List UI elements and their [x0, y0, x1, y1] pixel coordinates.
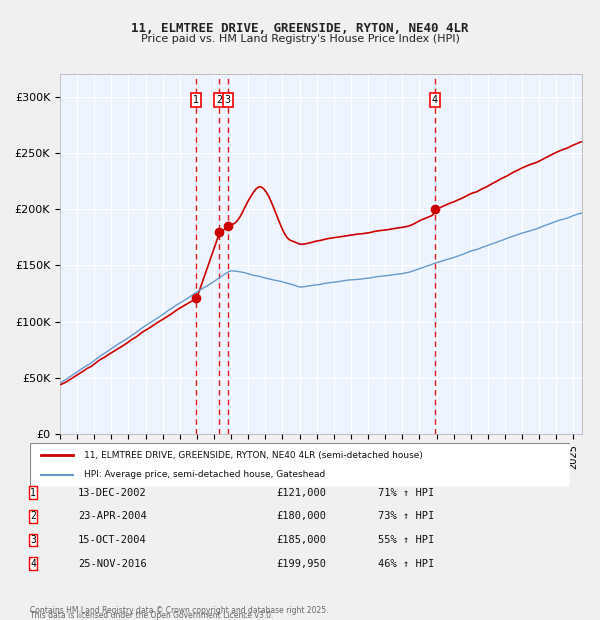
Text: HPI: Average price, semi-detached house, Gateshead: HPI: Average price, semi-detached house,…	[84, 470, 325, 479]
Text: 15-OCT-2004: 15-OCT-2004	[78, 535, 147, 545]
Text: This data is licensed under the Open Government Licence v3.0.: This data is licensed under the Open Gov…	[30, 611, 274, 620]
Text: 11, ELMTREE DRIVE, GREENSIDE, RYTON, NE40 4LR: 11, ELMTREE DRIVE, GREENSIDE, RYTON, NE4…	[131, 22, 469, 35]
Text: 4: 4	[30, 559, 36, 569]
Text: 46% ↑ HPI: 46% ↑ HPI	[378, 559, 434, 569]
Text: Price paid vs. HM Land Registry's House Price Index (HPI): Price paid vs. HM Land Registry's House …	[140, 34, 460, 44]
Text: Contains HM Land Registry data © Crown copyright and database right 2025.: Contains HM Land Registry data © Crown c…	[30, 606, 329, 615]
Text: £180,000: £180,000	[276, 512, 326, 521]
Text: 3: 3	[224, 95, 230, 105]
Text: £199,950: £199,950	[276, 559, 326, 569]
Text: 1: 1	[30, 488, 36, 498]
Text: 1: 1	[193, 95, 199, 105]
Text: £121,000: £121,000	[276, 488, 326, 498]
Text: 71% ↑ HPI: 71% ↑ HPI	[378, 488, 434, 498]
Text: 55% ↑ HPI: 55% ↑ HPI	[378, 535, 434, 545]
Text: 3: 3	[30, 535, 36, 545]
Text: 2: 2	[216, 95, 223, 105]
Text: £185,000: £185,000	[276, 535, 326, 545]
Text: 23-APR-2004: 23-APR-2004	[78, 512, 147, 521]
Text: 2: 2	[30, 512, 36, 521]
Text: 73% ↑ HPI: 73% ↑ HPI	[378, 512, 434, 521]
Text: 13-DEC-2002: 13-DEC-2002	[78, 488, 147, 498]
FancyBboxPatch shape	[30, 443, 570, 487]
Text: 11, ELMTREE DRIVE, GREENSIDE, RYTON, NE40 4LR (semi-detached house): 11, ELMTREE DRIVE, GREENSIDE, RYTON, NE4…	[84, 451, 423, 460]
Text: 4: 4	[432, 95, 438, 105]
Text: 25-NOV-2016: 25-NOV-2016	[78, 559, 147, 569]
